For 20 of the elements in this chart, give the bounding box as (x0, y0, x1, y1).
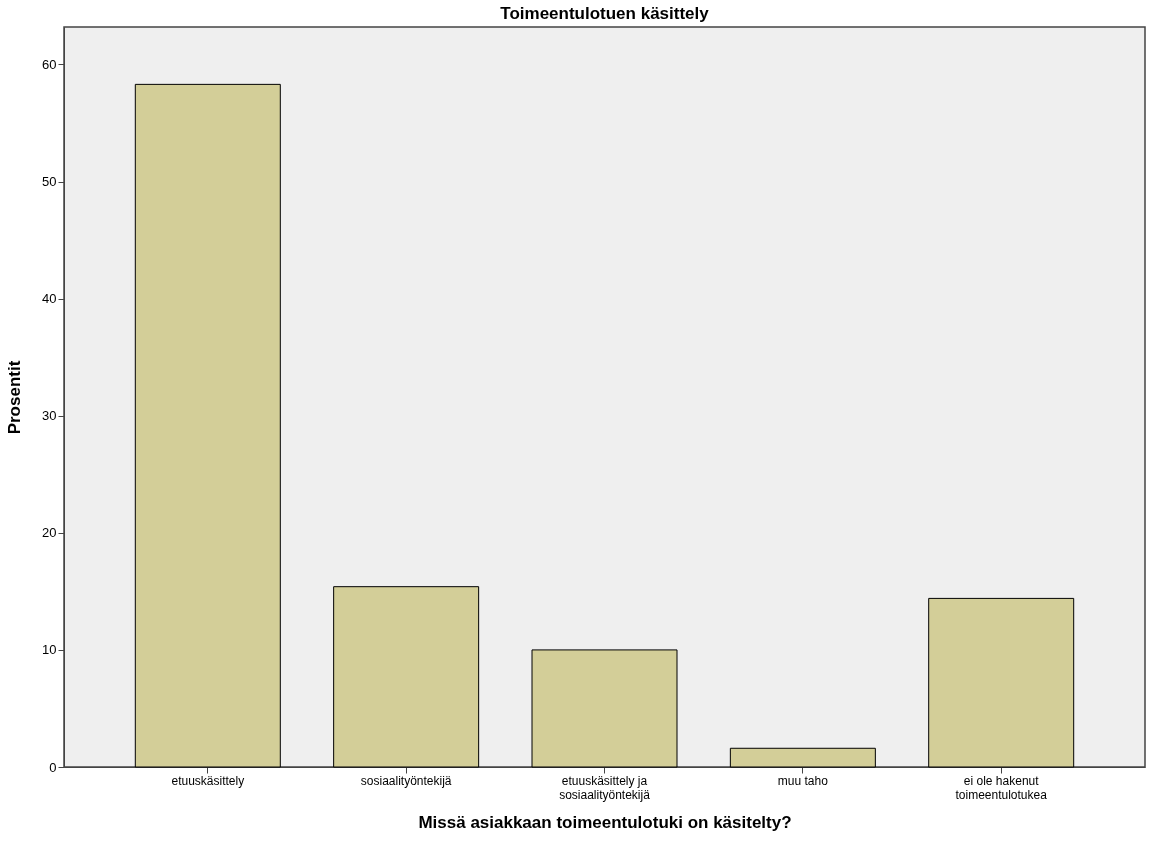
x-tick-label: ei ole hakenut toimeentulotukea (955, 773, 1048, 802)
bar (928, 597, 1075, 768)
y-tick-label: 60 (42, 56, 57, 72)
y-tick-label: 40 (42, 291, 57, 307)
bar (729, 747, 876, 768)
y-tick-label: 10 (42, 642, 57, 658)
x-tick-label: muu taho (777, 773, 829, 788)
bar (333, 586, 480, 768)
y-axis-title: Prosentit (5, 360, 25, 435)
y-tick-label: 20 (42, 525, 57, 541)
y-tick-label: 0 (49, 759, 57, 775)
x-tick-label: etuuskäsittely ja sosiaalityöntekijä (559, 773, 651, 802)
chart-title: Toimeentulotuen käsittely (500, 4, 710, 23)
bar (531, 649, 678, 768)
y-tick-label: 30 (42, 408, 57, 424)
y-tick-label: 50 (42, 174, 57, 190)
x-tick-label: sosiaalityöntekijä (360, 773, 452, 788)
x-axis-title: Missä asiakkaan toimeentulotuki on käsitelty? (418, 812, 792, 832)
bar (134, 83, 281, 768)
x-tick-label: etuuskäsittely (171, 773, 245, 788)
